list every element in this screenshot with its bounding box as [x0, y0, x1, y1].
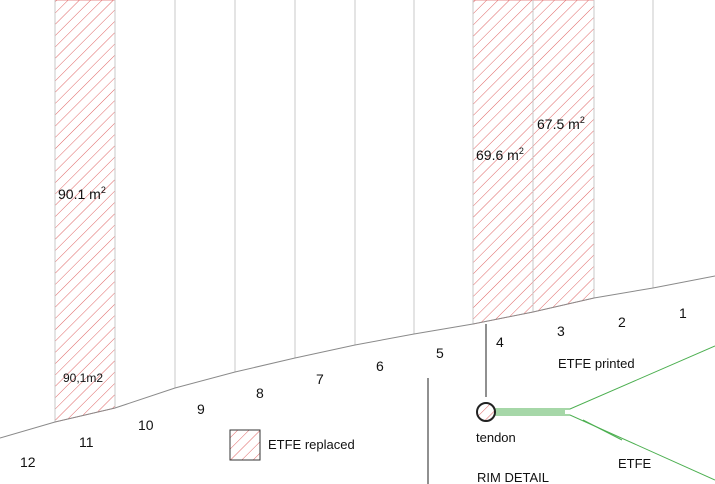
panel-number: 10 [138, 417, 154, 433]
replaced-panel-3 [532, 0, 595, 313]
panel-number: 11 [79, 434, 94, 450]
panel-number: 4 [496, 334, 504, 350]
etfe-printed-label: ETFE printed [558, 356, 635, 371]
panel-number: 5 [436, 345, 444, 361]
panel-number: 12 [20, 454, 36, 470]
roof-edge [0, 275, 715, 439]
panel-dividers [54, 0, 654, 422]
rim-detail-title: RIM DETAIL [477, 470, 549, 484]
area-label-panel-3: 67.5 m2 [537, 115, 585, 132]
panel-number: 9 [197, 401, 205, 417]
tendon-label: tendon [476, 430, 516, 445]
tendon-icon [476, 402, 496, 422]
area-label-panel-11-bottom: 90,1m2 [63, 371, 103, 385]
etfe-label: ETFE [618, 456, 652, 471]
area-label-panel-4: 69.6 m2 [476, 146, 524, 163]
legend-label: ETFE replaced [268, 437, 355, 452]
panel-number: 7 [316, 371, 324, 387]
panel-number: 1 [679, 305, 687, 321]
panel-number: 2 [618, 314, 626, 330]
legend-swatch [229, 429, 261, 461]
panel-number: 3 [557, 323, 565, 339]
panel-number: 8 [256, 385, 264, 401]
etfe-membrane-lines [495, 345, 715, 481]
area-label-panel-11: 90.1 m2 [58, 185, 106, 202]
panel-number: 6 [376, 358, 384, 374]
panel-numbers: 12 11 10 9 8 7 6 5 4 3 2 1 [20, 305, 687, 470]
replaced-panel-11 [54, 0, 116, 423]
